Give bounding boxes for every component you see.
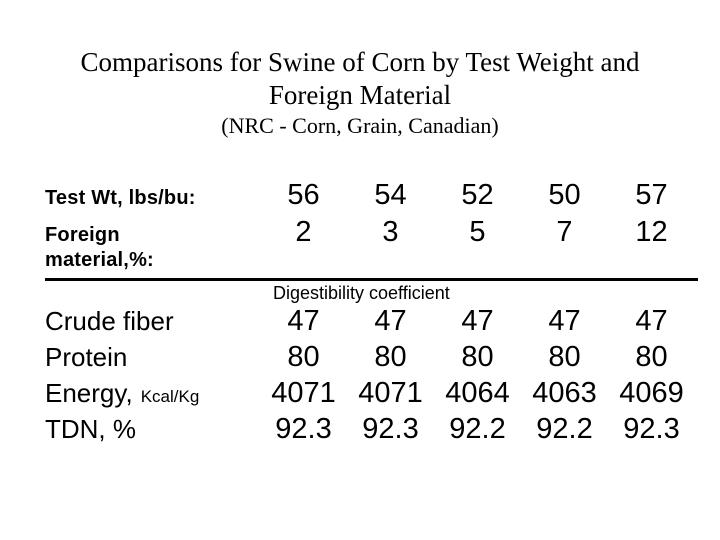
protein-value-1: 80	[287, 341, 320, 373]
foreign-material-value-3: 5	[469, 216, 486, 248]
energy-value-4: 4063	[532, 377, 597, 409]
table-row-tdn: TDN, % 92.3 92.3 92.2 92.2 92.3	[45, 413, 698, 449]
foreign-material-value-2: 3	[382, 216, 399, 248]
section-header-digestibility: Digestibility coefficient	[273, 283, 450, 303]
test-weight-value-1: 56	[287, 179, 320, 211]
slide-title-line-1: Comparisons for Swine of Corn by Test We…	[80, 47, 640, 77]
row-label-text: Energy,	[45, 378, 133, 408]
protein-value-5: 80	[635, 341, 668, 373]
energy-value-3: 4064	[445, 377, 510, 409]
crude-fiber-value-2: 47	[374, 305, 407, 337]
crude-fiber-value-4: 47	[548, 305, 581, 337]
tdn-value-5: 92.3	[623, 413, 680, 445]
row-label-tdn: TDN, %	[45, 414, 260, 445]
slide-subtitle: (NRC - Corn, Grain, Canadian)	[221, 113, 499, 138]
table-row-protein: Protein 80 80 80 80 80	[45, 341, 698, 377]
comparison-table: Test Wt, lbs/bu: 56 54 52 50 57 Foreign …	[45, 179, 698, 449]
tdn-value-2: 92.3	[362, 413, 419, 445]
energy-value-2: 4071	[358, 377, 423, 409]
energy-value-1: 4071	[271, 377, 336, 409]
slide-title-line-2: Foreign Material	[268, 80, 452, 110]
test-weight-value-3: 52	[461, 179, 494, 211]
energy-value-5: 4069	[619, 377, 684, 409]
tdn-value-3: 92.2	[449, 413, 506, 445]
protein-value-4: 80	[548, 341, 581, 373]
test-weight-value-2: 54	[374, 179, 407, 211]
row-label-foreign-material-line2: material,%:	[45, 249, 154, 271]
crude-fiber-value-3: 47	[461, 305, 494, 337]
title-block: Comparisons for Swine of Corn by Test We…	[0, 0, 720, 139]
crude-fiber-value-1: 47	[287, 305, 320, 337]
table-divider-line	[45, 278, 698, 281]
table-row-energy: Energy, Kcal/Kg 4071 4071 4064 4063 4069	[45, 377, 698, 413]
protein-value-2: 80	[374, 341, 407, 373]
foreign-material-value-1: 2	[295, 216, 312, 248]
protein-value-3: 80	[461, 341, 494, 373]
crude-fiber-value-5: 47	[635, 305, 668, 337]
tdn-value-4: 92.2	[536, 413, 593, 445]
row-label-text: TDN, %	[45, 414, 136, 444]
row-label-energy: Energy, Kcal/Kg	[45, 378, 260, 409]
row-label-text: Protein	[45, 342, 128, 372]
test-weight-value-5: 57	[635, 179, 668, 211]
row-label-unit: Kcal/Kg	[140, 387, 200, 406]
table-row-test-weight: Test Wt, lbs/bu: 56 54 52 50 57	[45, 179, 698, 216]
row-label-crude-fiber: Crude fiber	[45, 306, 260, 337]
row-label-text: Crude fiber	[45, 306, 174, 336]
table-row-crude-fiber: Crude fiber 47 47 47 47 47	[45, 305, 698, 341]
table-row-foreign-material: Foreign 2 3 5 7 12	[45, 216, 698, 249]
foreign-material-value-4: 7	[556, 216, 573, 248]
tdn-value-1: 92.3	[275, 413, 332, 445]
table-row-foreign-material-cont: material,%:	[45, 249, 698, 275]
row-label-protein: Protein	[45, 342, 260, 373]
foreign-material-value-5: 12	[635, 216, 668, 248]
test-weight-value-4: 50	[548, 179, 581, 211]
row-label-test-weight: Test Wt, lbs/bu:	[45, 187, 196, 209]
row-label-foreign-material-line1: Foreign	[45, 224, 120, 246]
